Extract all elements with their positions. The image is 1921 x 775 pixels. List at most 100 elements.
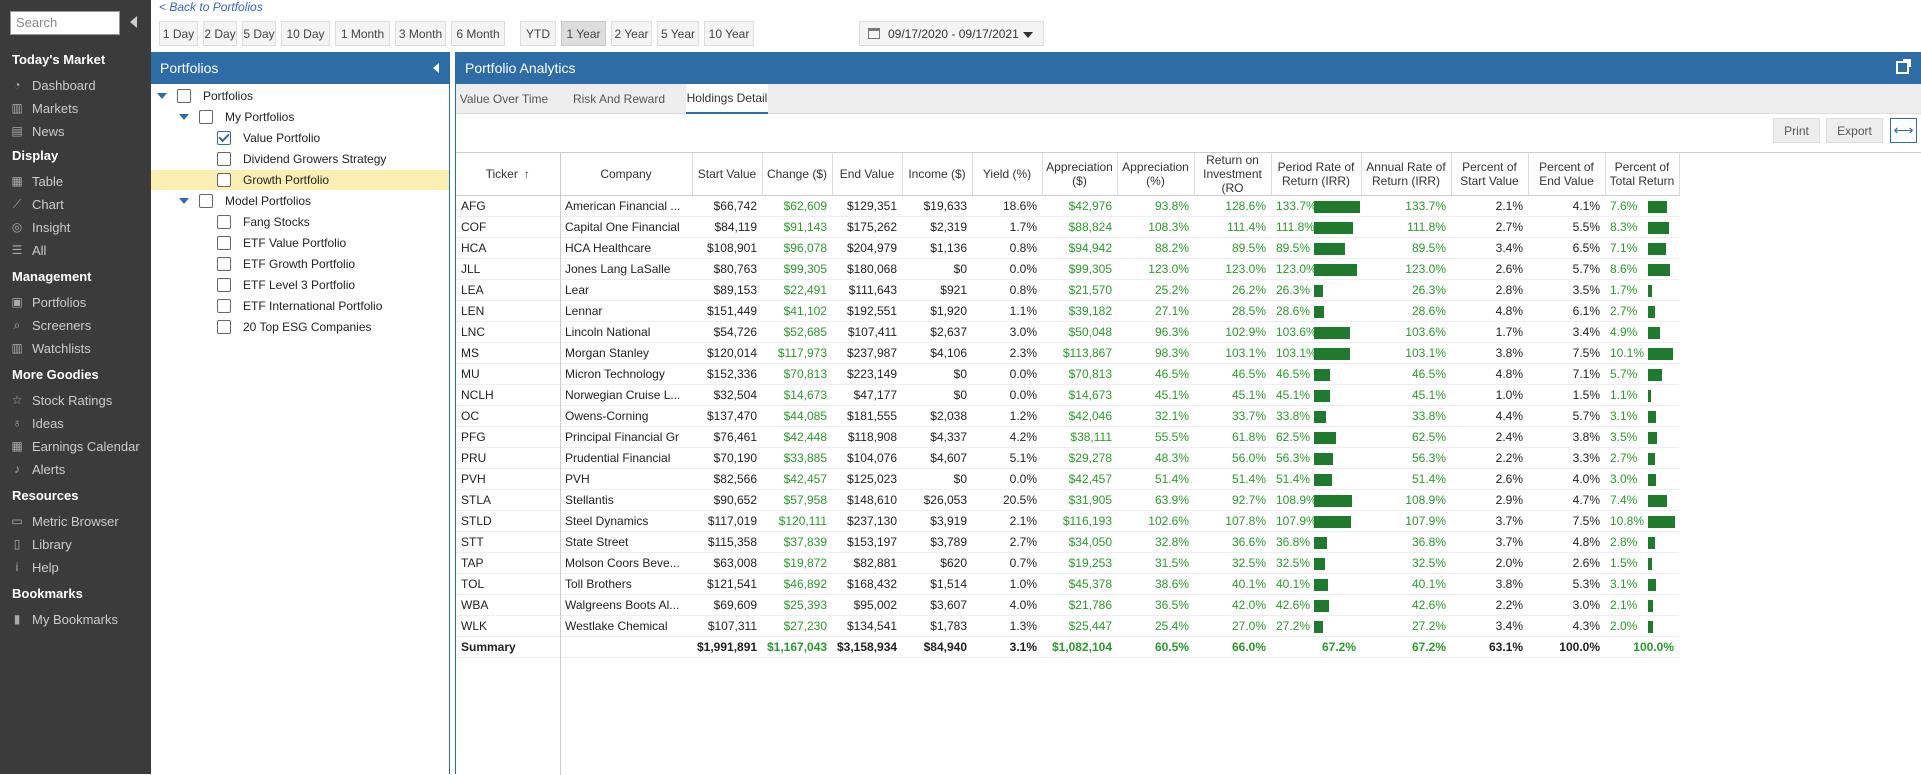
sidebar-item-earnings-calendar[interactable]: ▦ Earnings Calendar [10,436,148,456]
chevron-down-icon[interactable] [1023,32,1033,38]
expand-columns-icon[interactable]: ⟷ [1890,118,1917,143]
tree-item-model-portfolios[interactable]: Model Portfolios [151,191,449,211]
checkbox[interactable] [199,110,213,124]
column-header-start-value[interactable]: Start Value [692,153,763,196]
popout-icon[interactable] [1896,59,1911,74]
range-3-month-button[interactable]: 3 Month [395,21,446,46]
column-header-percent-of-start-value[interactable]: Percent of Start Value [1451,153,1529,196]
range-2-day-button[interactable]: 2 Day [203,21,237,46]
column-header-company[interactable]: Company [560,153,693,196]
column-header-appreciation[interactable]: Appreciation (%) [1117,153,1195,196]
sidebar-item-table[interactable]: ▦ Table [10,171,148,191]
tree-item-20-top-esg-companies[interactable]: 20 Top ESG Companies [151,317,449,337]
tree-item-portfolios[interactable]: Portfolios [151,86,449,106]
expand-toggle-icon[interactable] [157,93,167,99]
checkbox[interactable] [217,215,231,229]
line-chart-icon: ⟋ [12,196,22,211]
column-header-appreciation[interactable]: Appreciation ($) [1042,153,1118,196]
checkbox[interactable] [217,173,231,187]
sidebar-item-stock-ratings[interactable]: ☆ Stock Ratings [10,390,148,410]
expand-toggle-icon[interactable] [179,198,189,204]
tree-item-etf-international-portfolio[interactable]: ETF International Portfolio [151,296,449,316]
checkbox[interactable] [217,320,231,334]
range-10-year-button[interactable]: 10 Year [704,21,754,46]
return-bar [1314,410,1326,423]
column-header-yield[interactable]: Yield (%) [972,153,1043,196]
collapse-panel-icon[interactable] [433,63,439,73]
cell-annual-rate-of-return-irr: 133.7% [1361,195,1451,217]
checkbox[interactable] [217,152,231,166]
list-icon: ☰ [11,242,23,257]
sidebar-item-screeners[interactable]: ⌕ Screeners [10,315,148,335]
column-header-change[interactable]: Change ($) [762,153,833,196]
date-range-picker[interactable]: 09/17/2020 - 09/17/2021 [859,21,1044,46]
sidebar-item-ideas[interactable]: ♁ Ideas [10,413,148,433]
tree-item-my-portfolios[interactable]: My Portfolios [151,107,449,127]
column-header-percent-of-end-value[interactable]: Percent of End Value [1528,153,1606,196]
checkbox[interactable] [217,236,231,250]
checkbox[interactable] [199,194,213,208]
tree-item-fang-stocks[interactable]: Fang Stocks [151,212,449,232]
sidebar-item-chart[interactable]: ⟋ Chart [10,194,148,214]
cell-value: 7.4% [1610,493,1638,507]
cell-change: $1,167,043 [762,636,832,658]
sidebar-item-watchlists[interactable]: ▥ Watchlists [10,338,148,358]
range-ytd-button[interactable]: YTD [520,21,556,46]
sidebar-item-all[interactable]: ☰ All [10,240,148,260]
tab-value-over-time[interactable]: Value Over Time [459,92,549,106]
cell-income: $4,337 [902,426,972,448]
sidebar-item-portfolios[interactable]: ▣ Portfolios [10,292,148,312]
cell-period-rate-of-return-irr: 36.8% [1271,531,1361,553]
range-1-day-button[interactable]: 1 Day [159,21,198,46]
sidebar-item-markets[interactable]: ▥ Markets [10,98,148,118]
checkbox[interactable] [217,257,231,271]
checkbox[interactable] [177,89,191,103]
sidebar-item-news[interactable]: ▤ News [10,121,148,141]
export-button[interactable]: Export [1826,118,1883,143]
column-header-annual-rate-of-return-irr[interactable]: Annual Rate of Return (IRR) [1361,153,1452,196]
cell-annual-rate-of-return-irr: 26.3% [1361,279,1451,301]
checkbox[interactable] [217,131,231,145]
column-header-return-on-investment-ro[interactable]: Return on Investment (RO [1194,153,1272,196]
tree-item-growth-portfolio[interactable]: Growth Portfolio [151,170,449,190]
column-header-end-value[interactable]: End Value [832,153,903,196]
back-to-portfolios-link[interactable]: < Back to Portfolios [159,0,263,14]
cell-yield: 0.0% [972,468,1042,490]
collapse-sidebar-icon[interactable] [130,16,137,28]
range-5-year-button[interactable]: 5 Year [657,21,699,46]
table-row: HCA HCA Healthcare $108,901 $96,078 $204,979… [456,237,1679,259]
range-10-day-button[interactable]: 10 Day [281,21,330,46]
sidebar-item-alerts[interactable]: ♪ Alerts [10,459,148,479]
tree-item-dividend-growers-strategy[interactable]: Dividend Growers Strategy [151,149,449,169]
tree-item-etf-growth-portfolio[interactable]: ETF Growth Portfolio [151,254,449,274]
range-2-year-button[interactable]: 2 Year [611,21,652,46]
sort-ascending-icon[interactable]: ↑ [523,167,530,181]
range-5-day-button[interactable]: 5 Day [242,21,276,46]
sidebar-item-metric-browser[interactable]: ▭ Metric Browser [10,511,148,531]
cell-value: 7.6% [1610,199,1638,213]
search-input[interactable]: Search [10,11,120,35]
tree-item-value-portfolio[interactable]: Value Portfolio [151,128,449,148]
tree-item-etf-value-portfolio[interactable]: ETF Value Portfolio [151,233,449,253]
sidebar-item-insight[interactable]: ◎ Insight [10,217,148,237]
print-button[interactable]: Print [1773,118,1820,143]
column-header-ticker[interactable]: Ticker ↑ [456,153,561,196]
range-6-month-button[interactable]: 6 Month [451,21,505,46]
checkbox[interactable] [217,278,231,292]
tab-holdings-detail[interactable]: Holdings Detail [686,84,768,114]
cell-change: $22,491 [762,279,832,301]
column-header-percent-of-total-return[interactable]: Percent of Total Return [1605,153,1680,196]
checkbox[interactable] [217,299,231,313]
expand-toggle-icon[interactable] [179,114,189,120]
cell-percent-of-total-return: 1.1% [1605,384,1679,406]
column-header-period-rate-of-return-irr[interactable]: Period Rate of Return (IRR) [1271,153,1362,196]
tab-risk-and-reward[interactable]: Risk And Reward [572,92,666,106]
sidebar-item-dashboard[interactable]: ◔ Dashboard [10,75,148,95]
column-header-income[interactable]: Income ($) [902,153,973,196]
tree-item-etf-level-3-portfolio[interactable]: ETF Level 3 Portfolio [151,275,449,295]
range-1-year-button[interactable]: 1 Year [561,21,606,46]
range-1-month-button[interactable]: 1 Month [335,21,390,46]
sidebar-item-help[interactable]: i Help [10,557,148,577]
sidebar-item-library[interactable]: ▯ Library [10,534,148,554]
sidebar-item-my-bookmarks[interactable]: ▮ My Bookmarks [10,609,148,629]
